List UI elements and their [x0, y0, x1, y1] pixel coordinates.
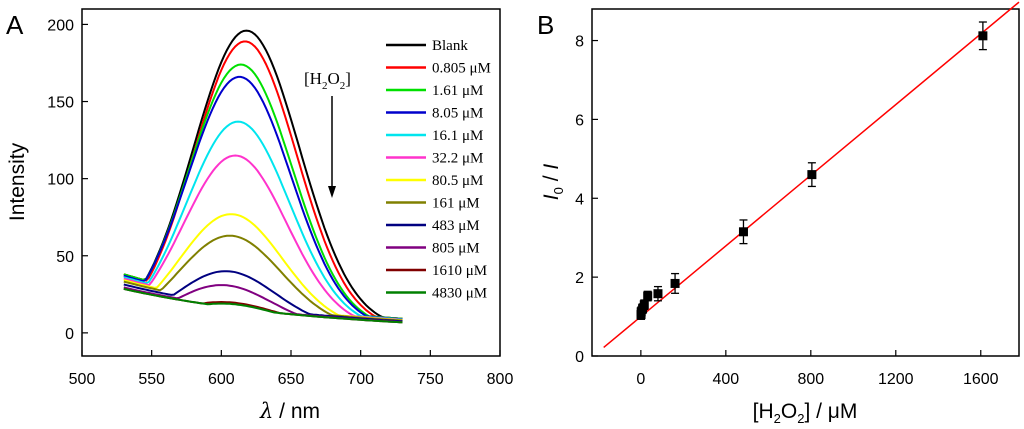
panel-a-x-label: λ / nm	[259, 399, 320, 423]
annotation-arrow-head	[328, 186, 336, 198]
legend-label: 32.2 μM	[432, 151, 483, 167]
panel-a: A 500 550 600 650 700 750 800 0 50 100 150 200 Int…	[6, 8, 514, 423]
x-tick-label: 1600	[963, 371, 999, 388]
legend-label: 1610 μM	[432, 263, 487, 279]
legend-label: 4830 μM	[432, 286, 487, 302]
y-tick-label: 100	[47, 172, 74, 189]
panel-b-y-label: I0 / I	[540, 164, 566, 201]
legend-label: 8.05 μM	[432, 106, 483, 122]
legend-label: Blank	[432, 38, 468, 54]
legend-label: 483 μM	[432, 218, 480, 234]
panel-a-legend: Blank 0.805 μM 1.61 μM 8.05 μM 16.1 μM 32.2 μ…	[386, 38, 491, 302]
panel-b-points	[636, 21, 988, 320]
legend-label: 805 μM	[432, 241, 480, 257]
x-tick-label: 600	[208, 371, 235, 388]
x-tick-label: 700	[347, 371, 374, 388]
series-line-4	[123, 120, 403, 321]
panel-b-label: B	[537, 10, 554, 40]
panel-b-x-ticks: 0 400 800 1200 1600	[636, 350, 999, 388]
series-line-3	[123, 75, 403, 321]
data-point	[653, 289, 663, 299]
y-tick-label: 200	[47, 17, 74, 34]
legend-label: 16.1 μM	[432, 128, 483, 144]
y-tick-label: 6	[575, 112, 584, 129]
panel-a-y-label: Intensity	[6, 142, 29, 221]
x-tick-label: 500	[69, 371, 96, 388]
panel-a-x-ticks: 500 550 600 650 700 750 800	[69, 350, 514, 388]
data-point	[807, 170, 817, 180]
panel-b-x-label: [H2O2] / μM	[753, 400, 858, 426]
legend-label: 1.61 μM	[432, 83, 483, 99]
y-tick-label: 0	[575, 349, 584, 366]
series-line-0	[123, 29, 403, 320]
panel-a-label: A	[6, 10, 24, 40]
panel-a-y-ticks: 0 50 100 150 200	[47, 17, 88, 343]
panel-b-frame	[591, 8, 1020, 357]
x-tick-label: 800	[487, 371, 514, 388]
x-tick-label: 1200	[878, 371, 914, 388]
data-point	[643, 291, 653, 301]
x-tick-label: 750	[417, 371, 444, 388]
x-tick-label: 550	[138, 371, 165, 388]
y-tick-label: 4	[575, 191, 584, 208]
data-point	[978, 31, 988, 41]
y-tick-label: 50	[56, 249, 74, 266]
x-tick-label: 800	[797, 371, 824, 388]
x-tick-label: 0	[636, 371, 645, 388]
data-point	[639, 300, 649, 310]
y-tick-label: 150	[47, 95, 74, 112]
x-tick-label: 400	[712, 371, 739, 388]
x-tick-label: 650	[278, 371, 305, 388]
panel-a-curves	[123, 29, 403, 324]
data-point	[738, 227, 748, 237]
data-point	[670, 278, 680, 288]
y-tick-label: 2	[575, 270, 584, 287]
legend-label: 161 μM	[432, 196, 480, 212]
panel-a-annotation: [H2O2]	[304, 69, 351, 92]
series-line-11	[123, 287, 403, 324]
y-tick-label: 0	[65, 326, 74, 343]
panel-b: B 0 400 800 1200 1600 0 2 4 6 8 I0 / I [H2O2] / …	[537, 1, 1020, 426]
panel-b-y-ticks: 0 2 4 6 8	[575, 34, 598, 366]
legend-label: 80.5 μM	[432, 173, 483, 189]
legend-label: 0.805 μM	[432, 61, 491, 77]
y-tick-label: 8	[575, 34, 584, 51]
